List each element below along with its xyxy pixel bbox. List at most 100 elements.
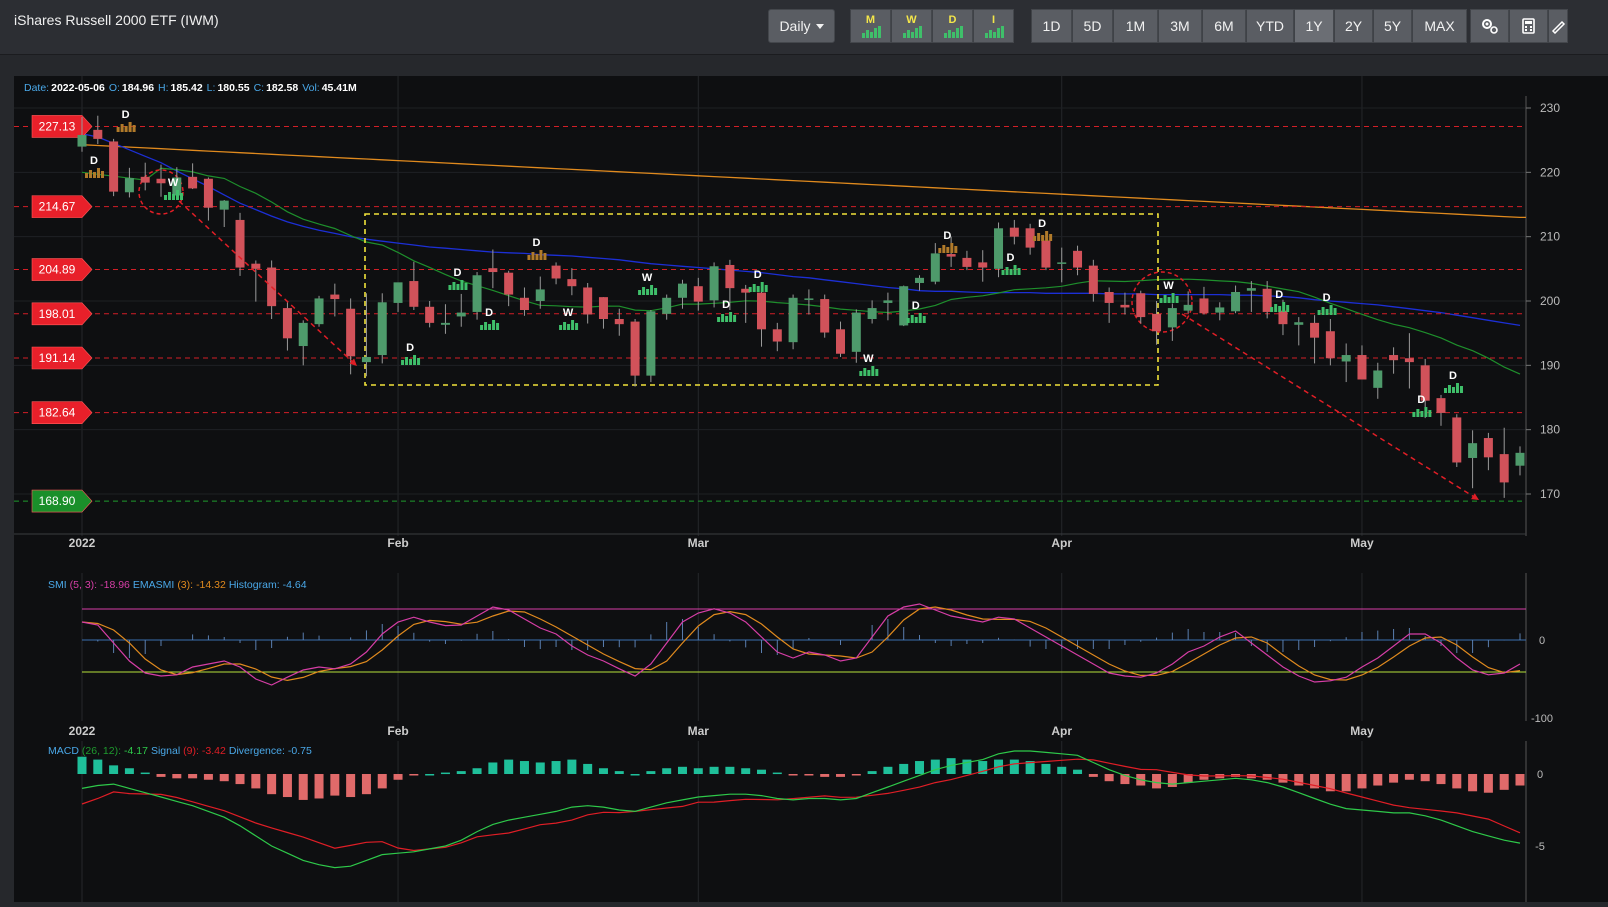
candle-body — [519, 297, 529, 311]
candle-body — [946, 254, 956, 257]
candle-body — [456, 312, 466, 317]
macd-histogram-bar — [409, 774, 419, 776]
candle-body — [1136, 293, 1146, 318]
range-1d-button[interactable]: 1D — [1031, 9, 1072, 43]
calculator-button[interactable] — [1509, 9, 1548, 43]
price-tick-label: 180 — [1540, 423, 1560, 437]
macd-histogram-bar — [109, 765, 119, 774]
signal-bars-icon — [164, 190, 184, 200]
level-tag[interactable] — [31, 115, 93, 138]
candle-body — [1404, 358, 1414, 363]
range-6m-button[interactable]: 6M — [1202, 9, 1246, 43]
signal-bars-icon — [1001, 265, 1021, 275]
range-2y-button[interactable]: 2Y — [1334, 9, 1373, 43]
signal-marker-d: D — [1007, 252, 1015, 264]
macd-histogram-bar — [519, 761, 529, 774]
price-tick-label: 170 — [1540, 487, 1560, 501]
range-ytd-button[interactable]: YTD — [1246, 9, 1294, 43]
macd-histogram-bar — [267, 774, 277, 795]
ohlc-vol-label: Vol: — [302, 82, 320, 94]
candle-body — [409, 281, 419, 307]
candle-body — [598, 297, 608, 320]
level-label: 168.90 — [39, 494, 76, 508]
candle-body — [1357, 355, 1367, 380]
macd-histogram-bar — [1341, 774, 1351, 792]
settings-cogs-button[interactable] — [1470, 9, 1509, 43]
candle-body — [662, 297, 672, 314]
ohlc-open: 184.96 — [122, 82, 154, 94]
candle-body — [693, 286, 703, 302]
macd-histogram-bar — [188, 774, 198, 779]
level-tag[interactable] — [31, 302, 93, 326]
signal-bars-icon — [85, 168, 104, 178]
macd-histogram-bar — [1057, 766, 1067, 774]
range-5y-button[interactable]: 5Y — [1373, 9, 1412, 43]
macd-histogram-bar — [1452, 774, 1462, 789]
macd-histogram-bar — [1073, 769, 1083, 774]
macd-histogram-bar — [1373, 774, 1383, 786]
macd-line — [81, 750, 1521, 869]
candle-body — [567, 279, 577, 287]
timeframe-w-button[interactable]: W — [891, 9, 932, 43]
drawing-tool-button[interactable] — [1548, 9, 1568, 43]
candle-body — [393, 282, 403, 303]
timeframe-m-button[interactable]: M — [850, 9, 891, 43]
level-tag[interactable] — [31, 346, 93, 370]
signal-bars-icon — [1033, 231, 1053, 241]
highlight-circle — [138, 169, 184, 215]
signal-bars-icon — [527, 250, 547, 260]
trend-arrow-head — [1471, 493, 1479, 500]
smi-legend-part: Histogram: — [229, 579, 280, 591]
macd-histogram-bar — [1310, 774, 1320, 789]
macd-histogram-bar — [235, 774, 245, 785]
range-max-button[interactable]: MAX — [1412, 9, 1467, 43]
timeframe-d-button[interactable]: D — [932, 9, 973, 43]
candle-body — [899, 286, 909, 326]
macd-histogram-bar — [1420, 774, 1430, 782]
range-1y-button[interactable]: 1Y — [1294, 9, 1334, 43]
smi-legend-part: (5, 3): — [70, 579, 97, 591]
macd-legend-part: (26, 12): — [82, 745, 121, 757]
signal-marker-d: D — [485, 307, 493, 319]
macd-histogram-bar — [662, 768, 672, 774]
signal-marker-d: D — [912, 300, 920, 312]
macd-histogram-bar — [583, 763, 593, 774]
candle-body — [741, 288, 751, 293]
range-1m-button[interactable]: 1M — [1113, 9, 1158, 43]
candle-body — [93, 129, 103, 139]
ma-long-line — [81, 144, 1526, 219]
ohlc-close: 182.58 — [266, 82, 298, 94]
candle-body — [109, 141, 119, 192]
level-tag[interactable] — [31, 258, 93, 281]
level-tag[interactable] — [31, 401, 93, 424]
interval-dropdown[interactable]: Daily — [768, 9, 835, 43]
candle-body — [1246, 288, 1256, 291]
level-tag[interactable] — [31, 489, 93, 513]
macd-histogram-bar — [1104, 774, 1114, 782]
candle-body — [1104, 291, 1114, 303]
candle-body — [314, 298, 324, 325]
candle-body — [235, 219, 245, 268]
level-tag[interactable] — [31, 195, 93, 218]
macd-histogram-bar — [709, 766, 719, 774]
calculator-icon — [1522, 18, 1535, 34]
range-5d-button[interactable]: 5D — [1072, 9, 1113, 43]
smi-axis-label: 0 — [1539, 635, 1545, 647]
candle-body — [1373, 370, 1383, 388]
candle-body — [188, 176, 198, 189]
candle-body — [1278, 310, 1288, 325]
range-3m-button[interactable]: 3M — [1158, 9, 1202, 43]
smi-legend-part: -14.32 — [196, 579, 226, 591]
chart-area[interactable]: 230 220 210 200 190 180 170 2022 Feb Mar Apr May Dat… — [14, 76, 1608, 902]
candle-body — [646, 311, 656, 376]
signal-marker-d: D — [1323, 292, 1331, 304]
timeframe-i-button[interactable]: I — [973, 9, 1014, 43]
candle-body — [930, 253, 940, 282]
macd-histogram-bar — [282, 774, 292, 798]
page-title: iShares Russell 2000 ETF (IWM) — [14, 12, 219, 28]
candle-body — [725, 264, 735, 289]
macd-legend-part: Divergence: — [229, 745, 285, 757]
macd-histogram-bar — [172, 774, 182, 779]
candle-body — [140, 176, 150, 183]
chart-svg[interactable]: 230 220 210 200 190 180 170 2022 Feb Mar Apr May Dat… — [14, 76, 1608, 902]
